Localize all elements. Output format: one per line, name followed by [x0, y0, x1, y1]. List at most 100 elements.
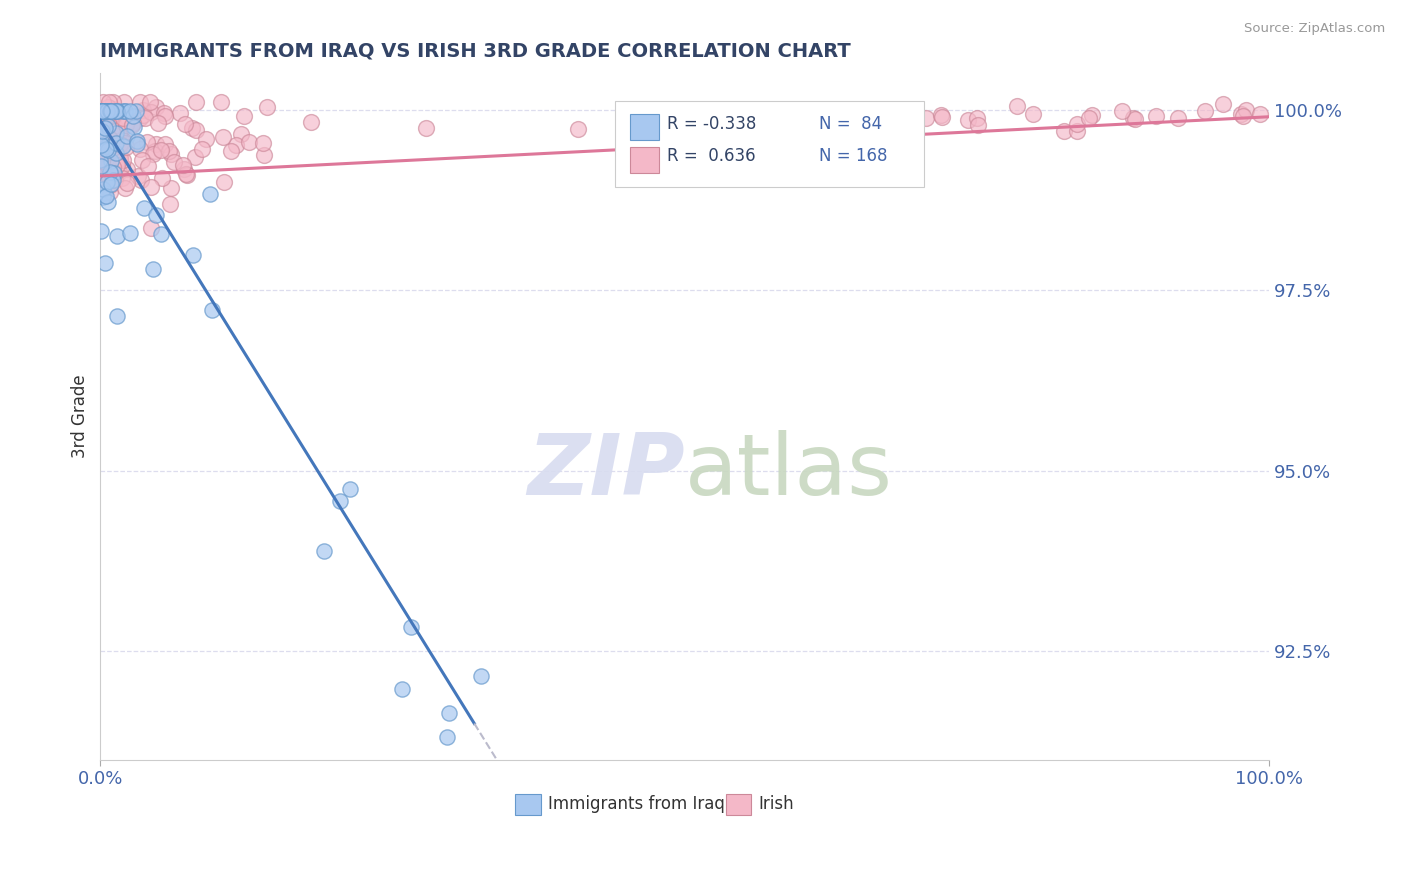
- Text: Irish: Irish: [758, 795, 794, 814]
- Point: [104, 145, 127, 160]
- Point: [93, 103, 115, 118]
- Point: [98, 178, 121, 192]
- Point: [1122, 112, 1144, 126]
- Point: [209, 95, 232, 110]
- Point: [103, 140, 125, 154]
- Point: [90, 139, 112, 153]
- Point: [90, 159, 112, 173]
- Point: [91, 124, 114, 138]
- Point: [131, 153, 153, 168]
- Point: [101, 121, 124, 136]
- Point: [128, 112, 150, 126]
- Point: [110, 152, 132, 166]
- Point: [91, 95, 114, 110]
- Point: [90, 103, 112, 118]
- Point: [98, 185, 121, 199]
- Point: [929, 108, 952, 122]
- Point: [401, 620, 423, 634]
- Point: [194, 132, 217, 146]
- Point: [91, 103, 114, 118]
- Point: [1230, 106, 1253, 120]
- Point: [110, 151, 132, 165]
- Point: [91, 103, 114, 118]
- Point: [1022, 107, 1045, 121]
- Point: [142, 262, 165, 277]
- Point: [97, 120, 120, 135]
- Point: [124, 120, 146, 135]
- Point: [1080, 108, 1102, 122]
- Point: [91, 182, 114, 196]
- Point: [90, 103, 112, 118]
- Point: [115, 177, 138, 191]
- Point: [312, 544, 335, 558]
- Point: [184, 95, 207, 110]
- Point: [150, 170, 173, 185]
- Point: [870, 107, 893, 121]
- Point: [98, 132, 121, 146]
- Point: [157, 144, 180, 158]
- Point: [120, 226, 142, 240]
- Point: [160, 181, 183, 195]
- Point: [134, 111, 156, 125]
- Point: [100, 136, 122, 151]
- Point: [915, 111, 938, 125]
- Point: [96, 142, 118, 156]
- Point: [91, 143, 114, 157]
- Point: [91, 190, 114, 204]
- Point: [121, 118, 143, 132]
- Point: [139, 104, 162, 119]
- Point: [97, 142, 120, 156]
- Point: [90, 153, 112, 168]
- Point: [132, 108, 155, 122]
- Point: [96, 189, 118, 203]
- Point: [391, 681, 413, 696]
- Point: [90, 103, 112, 118]
- Point: [100, 109, 122, 123]
- Point: [176, 168, 198, 182]
- Point: [91, 103, 114, 118]
- Point: [104, 146, 127, 161]
- Point: [112, 139, 135, 153]
- Point: [153, 109, 176, 123]
- Point: [221, 144, 243, 158]
- Text: Immigrants from Iraq: Immigrants from Iraq: [548, 795, 724, 814]
- Point: [114, 118, 136, 132]
- Point: [191, 142, 214, 156]
- Point: [91, 145, 114, 159]
- Point: [138, 95, 160, 110]
- Point: [90, 160, 112, 174]
- Point: [136, 135, 159, 149]
- Point: [114, 181, 136, 195]
- Point: [97, 95, 120, 110]
- Point: [329, 493, 352, 508]
- Point: [100, 140, 122, 154]
- Point: [97, 100, 120, 114]
- Point: [112, 95, 135, 110]
- Point: [96, 103, 118, 118]
- Point: [108, 128, 131, 142]
- Point: [91, 103, 114, 118]
- Point: [172, 158, 194, 172]
- Point: [339, 482, 361, 496]
- Point: [91, 116, 114, 130]
- Point: [136, 159, 159, 173]
- Point: [98, 103, 121, 118]
- Point: [146, 116, 169, 130]
- Point: [94, 166, 117, 180]
- Point: [105, 103, 128, 118]
- Point: [1053, 123, 1076, 137]
- Point: [117, 162, 139, 177]
- Point: [129, 142, 152, 156]
- Point: [1234, 103, 1257, 117]
- Point: [105, 136, 128, 150]
- Point: [104, 138, 127, 153]
- Point: [121, 109, 143, 123]
- Point: [97, 114, 120, 128]
- Point: [212, 175, 235, 189]
- Point: [100, 160, 122, 174]
- Point: [96, 103, 118, 118]
- Text: atlas: atlas: [685, 430, 893, 513]
- Point: [93, 103, 115, 118]
- Point: [111, 159, 134, 173]
- Point: [159, 147, 181, 161]
